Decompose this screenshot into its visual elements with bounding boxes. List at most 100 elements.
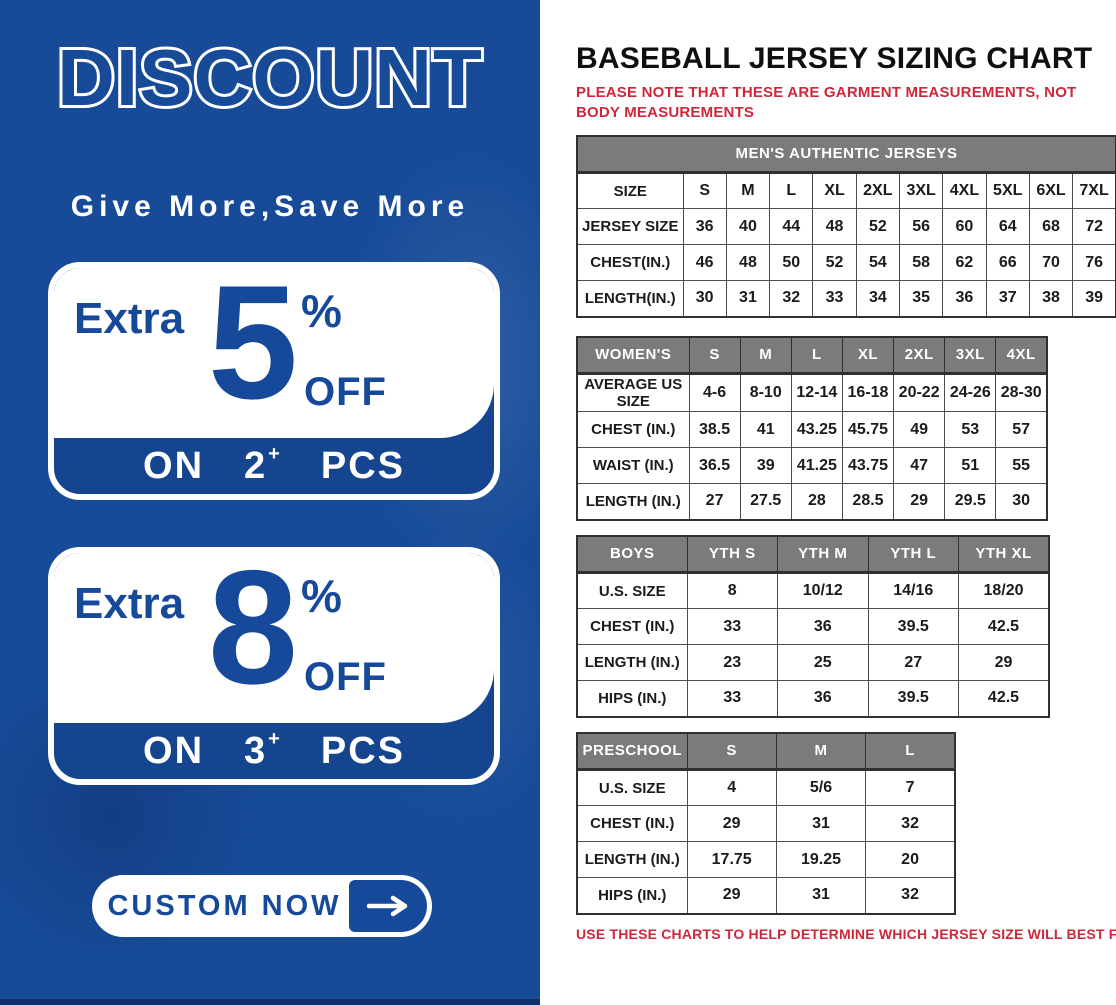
data-cell: 7	[865, 769, 956, 807]
offer-prefix: Extra	[74, 579, 185, 628]
offer-value: 5	[207, 262, 299, 433]
data-cell: 53	[944, 411, 997, 449]
offer-card-body	[54, 553, 494, 723]
data-cell: 51	[944, 447, 997, 485]
header-cell: S	[686, 732, 777, 772]
table-row: LENGTH(IN.) 30 31 32 33 34 35 36 37 38 39	[576, 280, 1116, 318]
data-cell: 32	[865, 877, 956, 915]
offer-quantity-band: ON 3+ PCS	[54, 723, 494, 779]
womens-sizing-table: WOMEN'S S M L XL 2XL 3XL 4XL AVERAGE US SIZE 4-6 8…	[576, 335, 1048, 521]
header-cell: L	[865, 732, 956, 772]
discount-subtitle: Give More,Save More	[70, 190, 470, 223]
offer-card-5-percent: Extra 5 % OFF ON 2+ PCS	[48, 262, 500, 500]
pcs-label: PCS	[320, 444, 405, 487]
table-row: U.S. SIZE 4 5/6 7	[576, 769, 956, 807]
row-label: HIPS (IN.)	[576, 680, 688, 718]
pcs-label: PCS	[320, 729, 405, 772]
custom-now-label: CUSTOM NOW	[107, 889, 342, 922]
quantity-number: 3	[244, 729, 268, 772]
quantity-number: 2	[244, 444, 268, 487]
table-row: CHEST (IN.) 38.5 41 43.25 45.75 49 53 57	[576, 411, 1048, 449]
data-cell: L	[769, 172, 814, 210]
data-cell: 36	[682, 208, 727, 246]
row-label: U.S. SIZE	[576, 769, 688, 807]
data-cell: 8	[686, 572, 778, 610]
data-cell: 33	[686, 680, 778, 718]
data-cell: 30	[682, 280, 727, 318]
data-cell: 39.5	[867, 680, 959, 718]
data-cell: 42.5	[958, 608, 1050, 646]
data-cell: 60	[942, 208, 987, 246]
header-cell: 3XL	[944, 336, 997, 376]
custom-now-button[interactable]: CUSTOM NOW	[92, 875, 432, 937]
row-label: SIZE	[576, 172, 684, 210]
table-header-row: BOYS YTH S YTH M YTH L YTH XL	[576, 535, 1050, 575]
table-row: LENGTH (IN.) 27 27.5 28 28.5 29 29.5 30	[576, 483, 1048, 521]
header-label: BOYS	[576, 535, 688, 575]
page-title: BASEBALL JERSEY SIZING CHART	[576, 42, 1093, 75]
data-cell: 38.5	[688, 411, 741, 449]
boys-sizing-table: BOYS YTH S YTH M YTH L YTH XL U.S. SIZE 8 10/12…	[576, 534, 1050, 718]
data-cell: 8-10	[739, 373, 792, 413]
data-cell: 39	[739, 447, 792, 485]
data-cell: 4	[686, 769, 777, 807]
data-cell: 40	[725, 208, 771, 246]
data-cell: 29	[686, 805, 777, 843]
data-cell: 7XL	[1072, 172, 1116, 210]
data-cell: 25	[777, 644, 869, 682]
header-cell: YTH S	[686, 535, 778, 575]
row-label: CHEST (IN.)	[576, 608, 688, 646]
offer-prefix: Extra	[74, 294, 185, 343]
table-row: CHEST(IN.) 46 48 50 52 54 58 62 66 70 76	[576, 244, 1116, 282]
data-cell: 27	[867, 644, 959, 682]
data-cell: 56	[898, 208, 944, 246]
data-cell: 44	[769, 208, 814, 246]
percent-sign: %	[301, 285, 342, 337]
on-label: ON	[143, 444, 205, 487]
table-header-row: WOMEN'S S M L XL 2XL 3XL 4XL	[576, 336, 1048, 376]
data-cell: 5XL	[985, 172, 1030, 210]
table-row: HIPS (IN.) 33 36 39.5 42.5	[576, 680, 1050, 718]
offer-quantity-band: ON 2+ PCS	[54, 438, 494, 494]
row-label: CHEST(IN.)	[576, 244, 684, 282]
data-cell: 33	[686, 608, 778, 646]
data-cell: 48	[812, 208, 857, 246]
data-cell: M	[725, 172, 771, 210]
data-cell: 3XL	[898, 172, 944, 210]
offer-value: 8	[207, 547, 299, 718]
plus-sign: +	[268, 727, 282, 750]
data-cell: 27	[688, 483, 741, 521]
fit-advice-note: USE THESE CHARTS TO HELP DETERMINE WHICH…	[576, 925, 1116, 942]
row-label: U.S. SIZE	[576, 572, 688, 610]
table-row: CHEST (IN.) 33 36 39.5 42.5	[576, 608, 1050, 646]
row-label: CHEST (IN.)	[576, 805, 688, 843]
data-cell: 17.75	[686, 841, 777, 879]
data-cell: 24-26	[944, 373, 997, 413]
row-label: LENGTH (IN.)	[576, 483, 690, 521]
header-label: WOMEN'S	[576, 336, 690, 376]
data-cell: 38	[1028, 280, 1074, 318]
data-cell: 34	[855, 280, 900, 318]
data-cell: 66	[985, 244, 1030, 282]
table-title: MEN'S AUTHENTIC JERSEYS	[576, 135, 1116, 175]
data-cell: 62	[942, 244, 987, 282]
data-cell: 58	[898, 244, 944, 282]
data-cell: XL	[812, 172, 857, 210]
header-cell: M	[739, 336, 792, 376]
data-cell: 29	[893, 483, 946, 521]
row-label: WAIST (IN.)	[576, 447, 690, 485]
offer-card-8-percent: Extra 8 % OFF ON 3+ PCS	[48, 547, 500, 785]
data-cell: 57	[995, 411, 1048, 449]
data-cell: 29	[686, 877, 777, 915]
row-label: LENGTH (IN.)	[576, 644, 688, 682]
data-cell: S	[682, 172, 727, 210]
header-cell: 4XL	[995, 336, 1048, 376]
plus-sign: +	[268, 442, 282, 465]
quantity: 2+	[244, 442, 282, 488]
header-cell: 2XL	[893, 336, 946, 376]
data-cell: 43.25	[790, 411, 843, 449]
header-cell: L	[790, 336, 843, 376]
data-cell: 47	[893, 447, 946, 485]
data-cell: 64	[985, 208, 1030, 246]
data-cell: 41.25	[790, 447, 843, 485]
